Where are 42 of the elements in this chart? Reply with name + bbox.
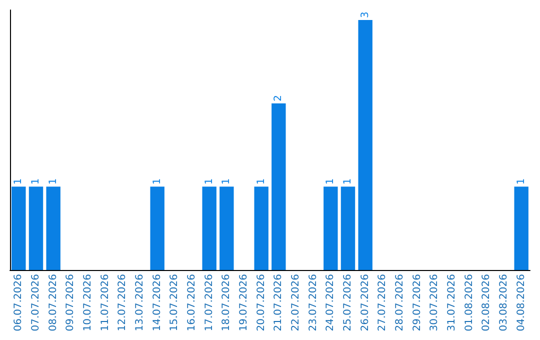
data-label: 3 [360, 12, 371, 18]
data-label: 1 [256, 178, 267, 185]
data-label: 1 [342, 178, 354, 185]
data-label: 1 [325, 178, 336, 185]
x-tick-label: 23.07.2026 [308, 274, 319, 332]
x-tick-label: 17.07.2026 [204, 274, 215, 332]
x-tick-label: 21.07.2026 [273, 274, 284, 332]
x-tick-label: 03.08.2026 [498, 274, 510, 332]
data-label: 1 [30, 178, 42, 185]
x-tick-label: 25.07.2026 [342, 274, 354, 332]
data-label: 1 [221, 178, 232, 185]
data-label: 1 [204, 178, 215, 185]
x-tick-label: 04.08.2026 [516, 274, 527, 332]
x-tick-label: 28.07.2026 [394, 274, 406, 332]
x-tick-label: 09.07.2026 [65, 274, 76, 332]
x-tick-label: 07.07.2026 [30, 274, 42, 332]
x-tick-label: 13.07.2026 [134, 274, 146, 332]
x-tick-label: 06.07.2026 [13, 274, 24, 332]
x-tick-label: 08.07.2026 [48, 274, 59, 332]
x-tick-label: 30.07.2026 [429, 274, 440, 332]
data-label: 1 [48, 178, 59, 185]
x-tick-label: 29.07.2026 [412, 274, 423, 332]
x-tick-label: 31.07.2026 [446, 274, 458, 332]
x-tick-label: 18.07.2026 [221, 274, 232, 332]
x-tick-label: 26.07.2026 [360, 274, 371, 332]
x-tick-label: 20.07.2026 [256, 274, 267, 332]
x-tick-label: 15.07.2026 [169, 274, 180, 332]
x-tick-label: 19.07.2026 [238, 274, 250, 332]
x-tick-label: 27.07.2026 [377, 274, 388, 332]
x-tick-label: 11.07.2026 [100, 274, 111, 332]
x-tick-label: 12.07.2026 [117, 274, 128, 332]
x-tick-label: 16.07.2026 [186, 274, 198, 332]
x-tick-label: 01.08.2026 [464, 274, 475, 332]
data-label: 2 [273, 94, 284, 102]
data-label: 1 [13, 178, 24, 185]
data-label: 1 [516, 178, 527, 185]
x-tick-label: 24.07.2026 [325, 274, 336, 332]
x-tick-label: 22.07.2026 [290, 274, 302, 332]
x-tick-label: 10.07.2026 [82, 274, 94, 332]
x-tick-label: 02.08.2026 [481, 274, 492, 332]
data-label: 1 [152, 178, 163, 185]
x-tick-label: 14.07.2026 [152, 274, 163, 332]
